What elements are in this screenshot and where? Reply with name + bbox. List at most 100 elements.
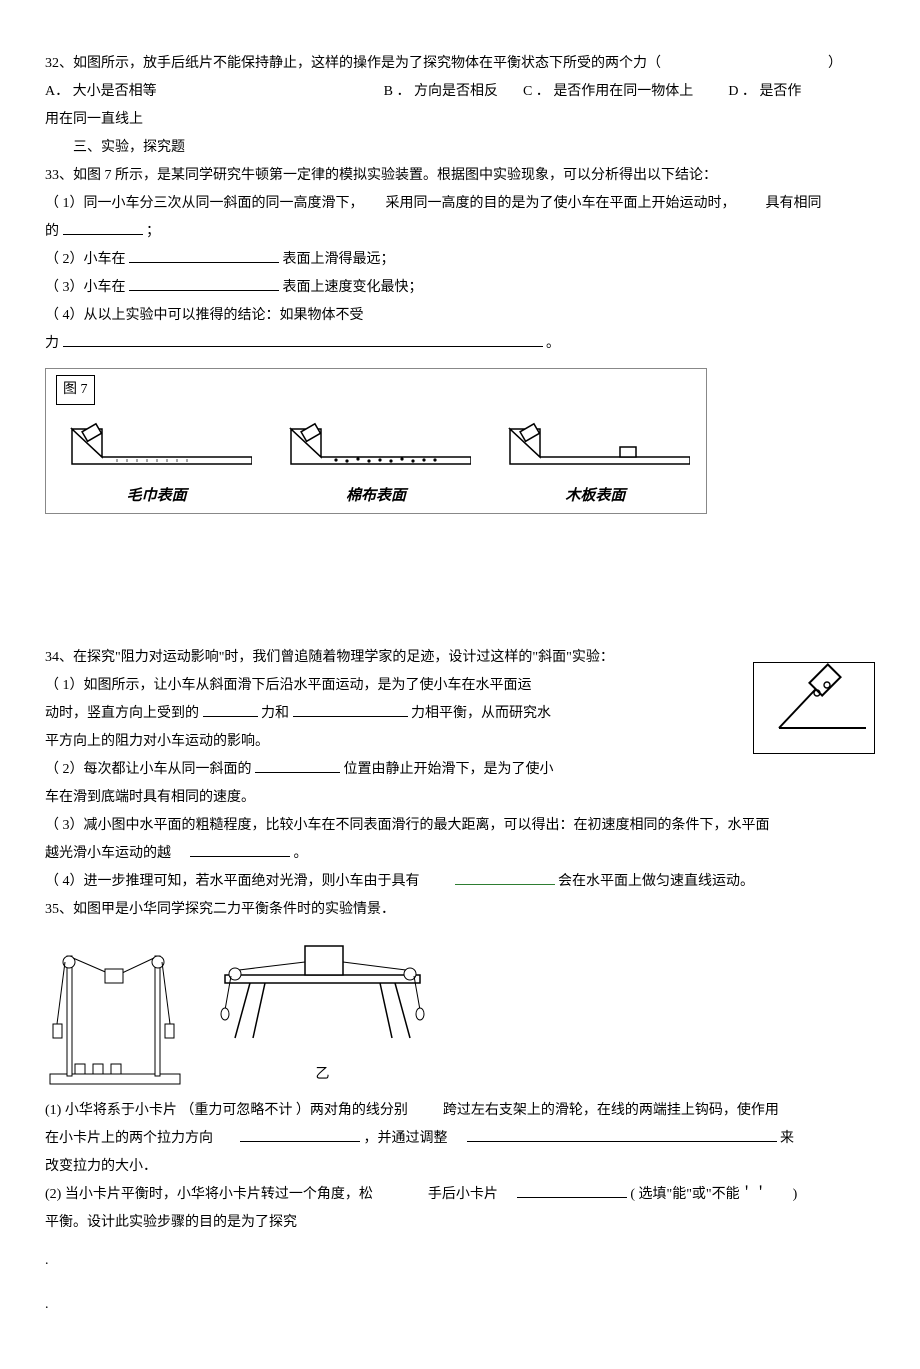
q34-p1a: （ 1）如图所示，让小车从斜面滑下后沿水平面运动，是为了使小车在水平面运 (45, 672, 875, 700)
q33-p2b: 表面上滑得最远； (283, 252, 395, 267)
q34-p1c: 力和 (261, 706, 289, 721)
q33-stem-line: 33、如图 7 所示，是某同学研究牛顿第一定律的模拟实验装置。根据图中实验现象，… (45, 162, 875, 190)
blank-q33-4 (63, 331, 543, 347)
q35-p1b: 跨过左右支架上的滑轮，在线的两端挂上钩码，使作用 (443, 1103, 779, 1118)
q32-optC: 是否作用在同一物体上 (553, 84, 693, 99)
q35-p1a: (1) 小华将系于小卡片 （重力可忽略不计 ）两对角的线分别 (45, 1103, 408, 1118)
q32-optA: 大小是否相等 (73, 84, 157, 99)
blank-q33-1 (63, 219, 143, 235)
q35-stem: 如图甲是小华同学探究二力平衡条件时的实验情景． (73, 902, 395, 917)
q32-optA-label: A． (45, 84, 69, 99)
q35-svg-jia (45, 944, 185, 1089)
q35-p1-line1: (1) 小华将系于小卡片 （重力可忽略不计 ）两对角的线分别 跨过左右支架上的滑… (45, 1097, 875, 1125)
q33-p1-cont: 的 ； (45, 218, 875, 246)
q34-p4a: （ 4）进一步推理可知，若水平面绝对光滑，则小车由于具有 (45, 874, 420, 889)
figure7-cap2: 棉布表面 (275, 481, 476, 511)
q33-p1d: 的 (45, 224, 59, 239)
figure7-item-1: 毛巾表面 (56, 409, 257, 511)
q34-num: 34、 (45, 650, 73, 665)
figure7-item-3: 木板表面 (495, 409, 696, 511)
q33-p1b: 采用同一高度的目的是为了使小车在平面上开始运动时， (386, 190, 736, 218)
q33-p3a: （ 3）小车在 (45, 280, 126, 295)
q35-svg-yi (205, 930, 440, 1050)
q32-optC-label: C ． (523, 84, 550, 99)
q33-num: 33、 (45, 168, 73, 183)
dot1: . (45, 1247, 875, 1275)
q33-p1: （ 1）同一小车分三次从同一斜面的同一高度滑下， 采用同一高度的目的是为了使小车… (45, 190, 875, 218)
blank-q34-3 (255, 757, 340, 773)
q32-paren-close: ） (828, 56, 842, 71)
q32-stem: 如图所示，放手后纸片不能保持静止，这样的操作是为了探究物体在平衡状态下所受的两个… (73, 56, 661, 71)
q34-block: 34、在探究"阻力对运动影响"时，我们曾追随着物理学家的足迹，设计过这样的"斜面… (45, 644, 875, 896)
q34-p4-line: （ 4）进一步推理可知，若水平面绝对光滑，则小车由于具有 会在水平面上做匀速直线… (45, 868, 875, 896)
q32-optB: 方向是否相反 (414, 84, 498, 99)
q33-p1e: ； (146, 224, 160, 239)
q34-p2b: 位置由静止开始滑下，是为了使小 (344, 762, 554, 777)
blank-q34-4 (190, 841, 290, 857)
q32-line1: 32、如图所示，放手后纸片不能保持静止，这样的操作是为了探究物体在平衡状态下所受… (45, 50, 875, 78)
figure7-cap3: 木板表面 (495, 481, 696, 511)
q34-p3-line2: 越光滑小车运动的越 。 (45, 840, 875, 868)
q33-p4-cont: 力 。 (45, 330, 875, 358)
q35-fig-yi-wrap: 乙 (205, 930, 440, 1089)
blank-q33-2 (129, 247, 279, 263)
q35-p2a: (2) 当小卡片平衡时，小华将小卡片转过一个角度，松 (45, 1187, 373, 1202)
q35-cap-yi: 乙 (205, 1061, 440, 1089)
q33-p4a: （ 4）从以上实验中可以推得的结论：如果物体不受 (45, 308, 364, 323)
q33-p3b: 表面上速度变化最快； (283, 280, 423, 295)
q34-p2-line: （ 2）每次都让小车从同一斜面的 位置由静止开始滑下，是为了使小 (45, 756, 875, 784)
blank-q35-2 (467, 1126, 777, 1142)
q32-optD-cont: 用在同一直线上 (45, 106, 875, 134)
q35-figures: 乙 (45, 930, 875, 1089)
figure7-item-2: 棉布表面 (275, 409, 476, 511)
q35-p2b: 手后小卡片 (428, 1187, 498, 1202)
q32-optD-label: D ． (728, 84, 756, 99)
q34-p1e: 平方向上的阻力对小车运动的影响。 (45, 728, 875, 756)
q35-p2e: 平衡。设计此实验步骤的目的是为了探究 (45, 1215, 297, 1230)
q33-p4b: 力 (45, 336, 59, 351)
q35-p1e: 来 (780, 1131, 794, 1146)
q34-p3a: （ 3）减小图中水平面的粗糙程度，比较小车在不同表面滑行的最大距离，可以得出：在… (45, 812, 875, 840)
q34-p1d: 力相平衡，从而研究水 (411, 706, 551, 721)
q34-figure (753, 662, 875, 754)
q32-optB-label: B ． (384, 84, 411, 99)
q34-stem-line: 34、在探究"阻力对运动影响"时，我们曾追随着物理学家的足迹，设计过这样的"斜面… (45, 644, 875, 672)
q33-p1a: （ 1）同一小车分三次从同一斜面的同一高度滑下， (45, 190, 364, 218)
figure7-svg-1 (62, 409, 252, 479)
dot2: . (45, 1291, 875, 1319)
blank-q34-5 (455, 869, 555, 885)
figure7-box: 图 7 毛巾表面 棉 (45, 368, 707, 514)
blank-q35-3 (517, 1182, 627, 1198)
q34-p1b-line: 动时，竖直方向上受到的 力和 力相平衡，从而研究水 (45, 700, 875, 728)
q35-p1d: ，并通过调整 (364, 1131, 448, 1146)
q34-p2c: 车在滑到底端时具有相同的速度。 (45, 784, 875, 812)
q32-num: 32、 (45, 56, 73, 71)
q35-p1c: 在小卡片上的两个拉力方向 (45, 1131, 213, 1146)
q32-optD: 是否作 (759, 84, 801, 99)
q34-svg (754, 663, 872, 751)
figure7-label: 图 7 (56, 375, 95, 405)
section3-title: 三、实验，探究题 (45, 134, 875, 162)
q33-p2a: （ 2）小车在 (45, 252, 126, 267)
blank-q33-3 (129, 275, 279, 291)
page-content: 32、如图所示，放手后纸片不能保持静止，这样的操作是为了探究物体在平衡状态下所受… (45, 50, 875, 1319)
q34-p1b: 动时，竖直方向上受到的 (45, 706, 199, 721)
figure7-svg-2 (281, 409, 471, 479)
q33-p2: （ 2）小车在 表面上滑得最远； (45, 246, 875, 274)
q34-p3c: 。 (294, 846, 308, 861)
q33-p3: （ 3）小车在 表面上速度变化最快； (45, 274, 875, 302)
q35-p2-line2: 平衡。设计此实验步骤的目的是为了探究 (45, 1209, 875, 1237)
q34-p2a: （ 2）每次都让小车从同一斜面的 (45, 762, 252, 777)
q33-p1c: 具有相同 (766, 190, 822, 218)
q34-p3b: 越光滑小车运动的越 (45, 846, 171, 861)
q35-p1-line2: 在小卡片上的两个拉力方向 ，并通过调整 来 (45, 1125, 875, 1153)
q33-p4c: 。 (546, 336, 560, 351)
q33-p4: （ 4）从以上实验中可以推得的结论：如果物体不受 (45, 302, 875, 330)
blank-q35-1 (240, 1126, 360, 1142)
q35-num: 35、 (45, 902, 73, 917)
figure7-cap1: 毛巾表面 (56, 481, 257, 511)
blank-q34-2 (293, 701, 408, 717)
blank-q34-1 (203, 701, 258, 717)
q35-p2-line1: (2) 当小卡片平衡时，小华将小卡片转过一个角度，松 手后小卡片 ( 选填"能"… (45, 1181, 875, 1209)
q35-p2d: ) (793, 1187, 798, 1202)
